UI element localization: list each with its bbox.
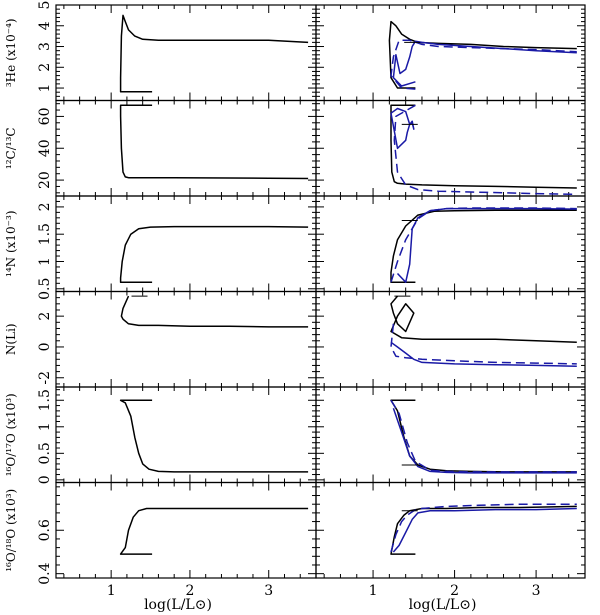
subplot-left-5: 0 0.5 1 1.5: [37, 386, 317, 484]
y-tick-label: 2: [37, 63, 53, 72]
series-group: [390, 104, 577, 196]
subplot-left-2: 20 40 60: [37, 99, 317, 197]
y-axis-label: ¹⁶O/¹⁸O (x10³): [4, 489, 18, 572]
subplot-right-3: [315, 195, 586, 293]
series-line-3-dashed: [390, 399, 577, 473]
panel-row-6: ¹⁶O/¹⁸O (x10³) 0.4 0.6 1 2 3 log(L/L⊙) 1 2 3 log(L…: [4, 481, 586, 613]
subplot-right-6: 1 2 3 log(L/L⊙): [315, 481, 586, 613]
y-axis-label: ³He (x10⁻⁴): [4, 18, 18, 87]
series-line-2-solid: [392, 507, 577, 553]
series-group: [119, 104, 309, 180]
y-tick-label: 0.4: [37, 562, 53, 584]
series-line-2-solid: [396, 207, 577, 283]
x-tick-label: 2: [185, 583, 194, 599]
series-line-1-solid: [390, 399, 577, 473]
plot-frame: [315, 99, 586, 197]
series-line-1-solid: [390, 104, 577, 189]
series-group: [119, 14, 309, 93]
y-tick-label: 0.6: [37, 519, 53, 541]
plot-frame: [315, 386, 586, 484]
plot-frame: [55, 4, 317, 102]
x-axis-label: log(L/L⊙): [144, 597, 212, 613]
series-line-2-solid: [392, 407, 577, 474]
y-tick-label: 0.5: [37, 278, 53, 300]
plot-frame: [55, 386, 317, 484]
series-line-1-solid: [119, 225, 309, 283]
y-tick-label: 0: [37, 475, 53, 484]
panel-row-3: ¹⁴N (x10⁻³) 0.5 1 1.5 2: [4, 195, 586, 300]
series-line-3-dashed: [390, 207, 577, 283]
subplot-left-1: 1 2 3 4 5: [37, 1, 317, 102]
panel-row-5: ¹⁶O/¹⁷O (x10³) 0 0.5 1 1.5: [4, 386, 586, 484]
y-tick-label: 1: [37, 257, 53, 266]
series-line-1-solid: [390, 505, 577, 555]
series-line-3-dashed: [390, 503, 577, 553]
plot-frame: [55, 195, 317, 293]
series-line-1-solid: [390, 209, 577, 283]
y-tick-label: 20: [37, 171, 53, 189]
y-tick-label: 60: [37, 108, 53, 126]
x-tick-label: 1: [107, 583, 116, 599]
series-line-2-solid: [390, 341, 577, 367]
y-tick-label: 1.5: [37, 223, 53, 245]
x-tick-label: 3: [264, 583, 273, 599]
series-group: [390, 207, 577, 283]
series-line-1-solid: [388, 20, 577, 89]
y-axis-label: ¹²C/¹³C: [4, 127, 18, 169]
y-tick-label: 1: [37, 84, 53, 93]
x-tick-label: 3: [532, 583, 541, 599]
series-line-3-dashed: [393, 104, 577, 196]
subplot-right-1: [315, 4, 586, 102]
series-line-1-solid: [119, 14, 309, 93]
plot-frame: [55, 481, 317, 579]
series-group: [390, 295, 577, 367]
y-tick-label: 1.5: [37, 389, 53, 411]
series-line-1-solid: [119, 399, 309, 473]
series-line-1-solid: [119, 507, 309, 555]
x-tick-label: 1: [369, 583, 378, 599]
series-line-1-solid: [119, 104, 309, 180]
y-tick-label: 1: [37, 422, 53, 431]
series-group: [390, 399, 577, 474]
plot-frame: [315, 4, 586, 102]
y-axis-label: ¹⁶O/¹⁷O (x10³): [4, 393, 18, 476]
x-tick-label: 2: [450, 583, 459, 599]
series-group: [388, 20, 577, 90]
y-tick-label: 5: [37, 1, 53, 10]
plot-frame: [55, 99, 317, 197]
series-group: [119, 399, 309, 473]
subplot-left-4: -2 0 2: [37, 290, 317, 388]
y-tick-label: 0: [37, 342, 53, 351]
y-tick-label: 40: [37, 139, 53, 157]
x-axis-label: log(L/L⊙): [409, 597, 477, 613]
series-group: [120, 295, 309, 328]
subplot-left-6: 0.4 0.6 1 2 3 log(L/L⊙): [37, 481, 317, 613]
plot-frame: [315, 481, 586, 579]
y-tick-label: 0.5: [37, 442, 53, 464]
y-tick-label: -2: [37, 371, 53, 385]
y-tick-label: 4: [37, 21, 53, 30]
panel-row-2: ¹²C/¹³C 20 40 60: [4, 99, 586, 197]
subplot-right-2: [315, 99, 586, 197]
series-line-3-dashed: [390, 323, 577, 365]
y-tick-label: 2: [37, 202, 53, 211]
panel-row-4: N(Li) -2 0 2: [4, 290, 586, 388]
y-tick-label: 2: [37, 312, 53, 321]
series-line-2-solid: [390, 107, 415, 150]
plot-frame: [55, 290, 317, 388]
y-axis-label: N(Li): [4, 323, 18, 355]
y-axis-label: ¹⁴N (x10⁻³): [4, 211, 18, 277]
panel-row-1: ³He (x10⁻⁴) 1 2 3 4 5: [4, 1, 586, 102]
series-group: [119, 507, 309, 555]
y-tick-label: 3: [37, 42, 53, 51]
series-group: [390, 503, 577, 555]
subplot-left-3: 0.5 1 1.5 2: [37, 195, 317, 300]
subplot-right-4: [315, 290, 586, 388]
subplot-right-5: [315, 386, 586, 484]
series-line-1-solid: [120, 295, 309, 328]
series-group: [119, 225, 309, 283]
series-line-1-solid: [390, 295, 577, 344]
